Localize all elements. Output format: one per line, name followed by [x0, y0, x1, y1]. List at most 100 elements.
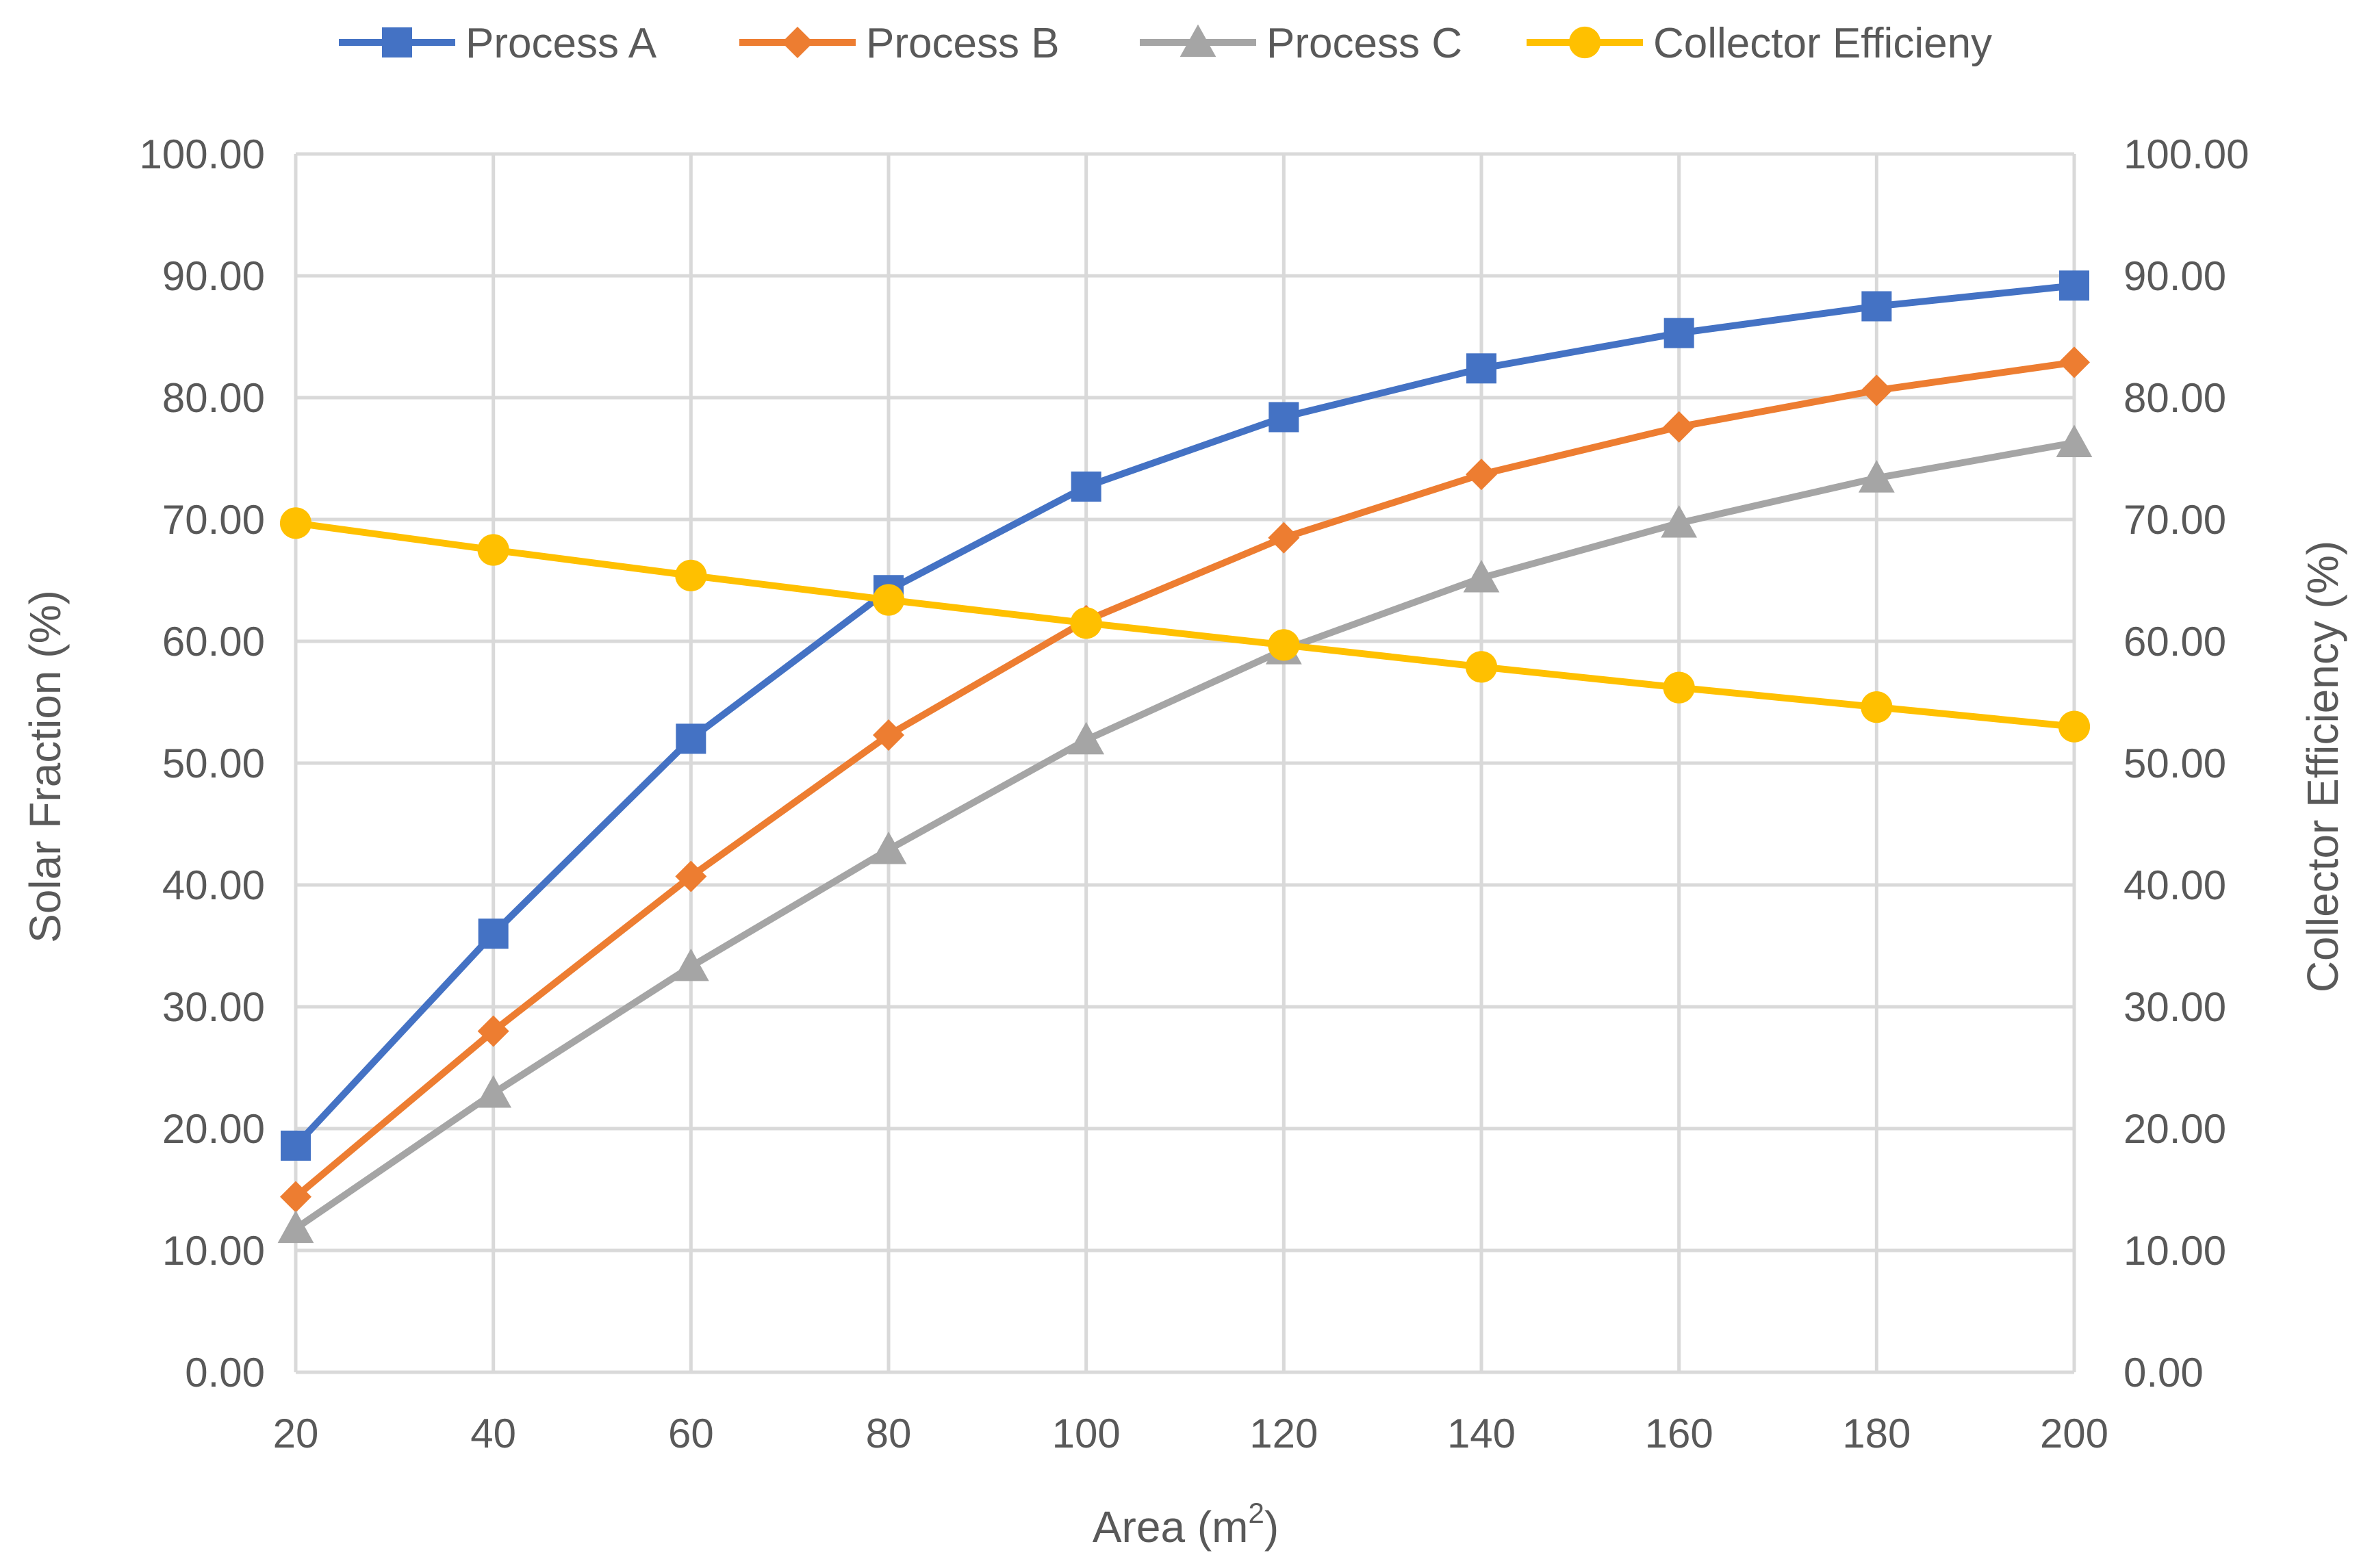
data-point-diamond	[1861, 374, 1893, 407]
data-point-circle	[1568, 26, 1601, 59]
x-tick-label: 200	[2040, 1411, 2108, 1456]
data-point-triangle	[1661, 504, 1698, 538]
axis-titles: Area (m2) Solar Fraction (%) Collector E…	[21, 541, 2347, 1552]
data-point-square	[281, 1130, 311, 1161]
data-point-diamond	[1466, 459, 1497, 491]
series-layer	[277, 270, 2093, 1244]
y2-tick-label: 60.00	[2124, 619, 2226, 665]
legend-label: Process A	[466, 20, 657, 67]
x-tick-label: 100	[1052, 1411, 1121, 1456]
data-point-square	[382, 27, 412, 57]
x-tick-label: 140	[1447, 1411, 1516, 1456]
y-tick-label: 90.00	[162, 253, 265, 299]
y-tick-label: 70.00	[162, 497, 265, 543]
data-point-circle	[1861, 691, 1893, 723]
x-tick-label: 20	[273, 1411, 319, 1456]
data-point-triangle	[2056, 424, 2093, 457]
y2-tick-label: 50.00	[2124, 741, 2226, 786]
data-point-circle	[1070, 607, 1102, 639]
x-axis-title: Area (m2)	[1093, 1497, 1279, 1552]
y2-tick-label: 30.00	[2124, 984, 2226, 1030]
series-line	[293, 359, 2075, 1200]
y-tick-label: 0.00	[185, 1350, 265, 1396]
y-tick-label: 50.00	[162, 741, 265, 786]
x-axis-title-superscript: 2	[1248, 1497, 1264, 1529]
data-point-circle	[1268, 629, 1300, 661]
x-tick-label: 80	[866, 1411, 912, 1456]
axes: 0.00 10.00 20.00 30.00 40.00 50.00 60.00 70.00 8…	[139, 131, 2249, 1456]
data-point-square	[1071, 471, 1101, 502]
y2-tick-label: 0.00	[2124, 1350, 2204, 1396]
legend-label: Process B	[866, 20, 1060, 67]
y2-tick-label: 10.00	[2124, 1228, 2226, 1274]
legend-label: Process C	[1266, 20, 1462, 67]
data-point-diamond	[280, 1181, 311, 1213]
data-point-circle	[1465, 651, 1498, 683]
y2-tick-label: 100.00	[2124, 131, 2249, 177]
series-line	[294, 439, 2075, 1232]
data-point-circle	[1663, 671, 1695, 704]
legend-item: Process C	[1140, 20, 1462, 67]
y2-tick-label: 20.00	[2124, 1106, 2226, 1152]
data-point-diamond	[2058, 346, 2090, 378]
data-point-square	[1663, 318, 1694, 348]
y-tick-label: 60.00	[162, 619, 265, 665]
series-line	[293, 282, 2075, 1148]
data-point-circle	[477, 534, 509, 566]
data-point-triangle	[475, 1075, 512, 1108]
x-axis-title-suffix: )	[1264, 1502, 1279, 1552]
y-tick-label: 10.00	[162, 1228, 265, 1274]
data-point-circle	[279, 507, 312, 539]
series-process-c	[277, 424, 2093, 1244]
y-tick-label: 30.00	[162, 984, 265, 1030]
legend: Process A Process B Process C Collector Eff…	[339, 20, 1992, 67]
x-tick-label: 120	[1249, 1411, 1318, 1456]
data-point-diamond	[873, 719, 904, 751]
series-process-a	[281, 270, 2089, 1161]
data-point-diamond	[782, 27, 813, 58]
legend-label: Collector Efficieny	[1653, 20, 1992, 67]
y2-axis-title: Collector Efficiency (%)	[2298, 541, 2347, 992]
data-point-circle	[675, 559, 707, 591]
y-tick-label: 80.00	[162, 375, 265, 421]
y2-tick-label: 40.00	[2124, 862, 2226, 908]
y-tick-label: 40.00	[162, 862, 265, 908]
grid-lines	[294, 152, 2076, 1374]
legend-item: Collector Efficieny	[1527, 20, 1992, 67]
legend-item: Process A	[339, 20, 657, 67]
data-point-triangle	[1179, 24, 1216, 57]
data-point-square	[478, 918, 509, 949]
data-point-square	[2059, 270, 2089, 301]
x-tick-label: 40	[470, 1411, 516, 1456]
legend-item: Process B	[739, 20, 1060, 67]
data-point-diamond	[1268, 522, 1300, 554]
x-tick-label: 180	[1842, 1411, 1911, 1456]
data-point-diamond	[477, 1015, 509, 1047]
data-point-triangle	[1858, 460, 1895, 493]
data-point-triangle	[870, 831, 907, 864]
data-point-triangle	[672, 948, 709, 981]
y2-tick-label: 70.00	[2124, 497, 2226, 543]
y-tick-label: 20.00	[162, 1106, 265, 1152]
data-point-circle	[2058, 710, 2091, 743]
data-point-triangle	[1463, 560, 1500, 593]
data-point-square	[1466, 353, 1496, 384]
data-point-diamond	[1663, 411, 1695, 443]
x-axis-title-text: Area (m	[1093, 1502, 1249, 1552]
x-tick-label: 160	[1645, 1411, 1713, 1456]
series-collector-efficieny	[279, 507, 2091, 743]
data-point-square	[1268, 402, 1299, 433]
y2-tick-label: 90.00	[2124, 253, 2226, 299]
series-line	[295, 519, 2075, 730]
y-tick-label: 100.00	[139, 131, 265, 177]
x-tick-label: 60	[668, 1411, 714, 1456]
data-point-circle	[872, 584, 905, 616]
data-point-triangle	[1068, 721, 1105, 755]
y-axis-title: Solar Fraction (%)	[21, 590, 70, 943]
data-point-square	[676, 723, 706, 754]
data-point-triangle	[277, 1210, 314, 1244]
series-process-b	[280, 346, 2090, 1213]
data-point-square	[1861, 291, 1892, 322]
y2-tick-label: 80.00	[2124, 375, 2226, 421]
